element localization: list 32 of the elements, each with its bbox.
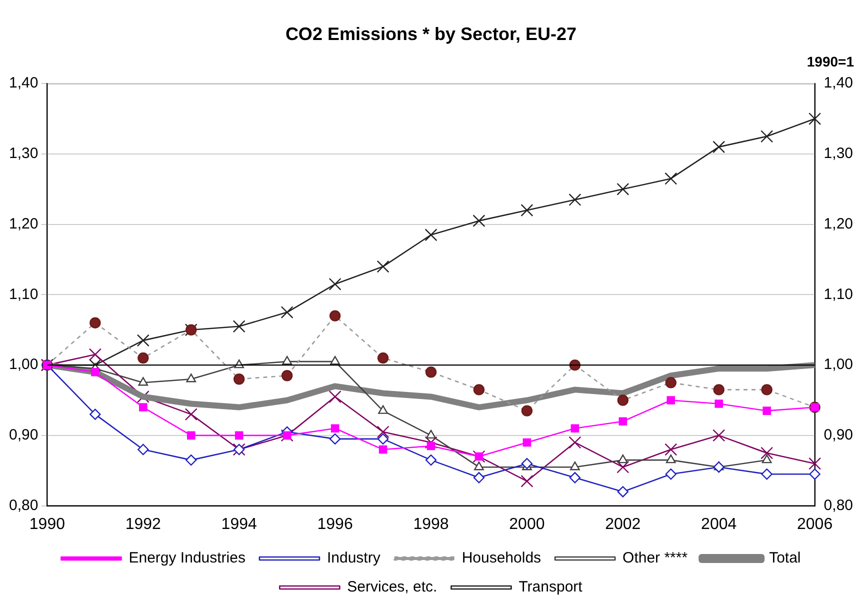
y2-axis-title: 1990=1 (806, 53, 854, 70)
y-tick-label: 1,40 (8, 74, 38, 92)
legend-label: Energy Industries (128, 550, 246, 567)
x-tick-label: 1994 (221, 516, 257, 533)
legend-label: Industry (326, 550, 381, 567)
y-tick-label: 1,30 (8, 145, 38, 162)
x-tick-label: 1996 (317, 516, 353, 533)
y2-tick-label: 0,80 (824, 496, 854, 514)
y-tick-label: 0,90 (8, 426, 38, 444)
y-tick-label: 0,80 (8, 496, 38, 514)
y2-tick-label: 1,00 (824, 356, 854, 374)
x-tick-label: 2000 (509, 516, 545, 533)
legend-label: Households (462, 550, 542, 567)
y2-tick-label: 1,30 (824, 145, 854, 162)
y2-tick-label: 1,40 (824, 74, 854, 92)
x-tick-label: 2002 (605, 516, 641, 533)
y2-tick-label: 1,20 (824, 215, 854, 232)
x-tick-label: 1990 (29, 516, 66, 533)
x-tick-label: 1998 (413, 516, 449, 533)
x-tick-label: 2006 (797, 516, 833, 533)
y-tick-label: 1,20 (8, 215, 38, 232)
legend-label: Other **** (622, 550, 688, 567)
y-tick-label: 1,00 (8, 356, 38, 374)
legend-label: Services, etc. (347, 578, 438, 596)
chart-title: CO2 Emissions * by Sector, EU-27 (285, 24, 577, 44)
y-tick-label: 1,10 (8, 286, 38, 303)
y2-tick-label: 1,10 (824, 286, 854, 303)
x-tick-label: 2004 (701, 516, 737, 533)
y2-tick-label: 0,90 (824, 426, 854, 444)
legend-label: Total (769, 550, 801, 567)
legend-label: Transport (518, 578, 584, 596)
x-tick-label: 1992 (125, 516, 162, 533)
